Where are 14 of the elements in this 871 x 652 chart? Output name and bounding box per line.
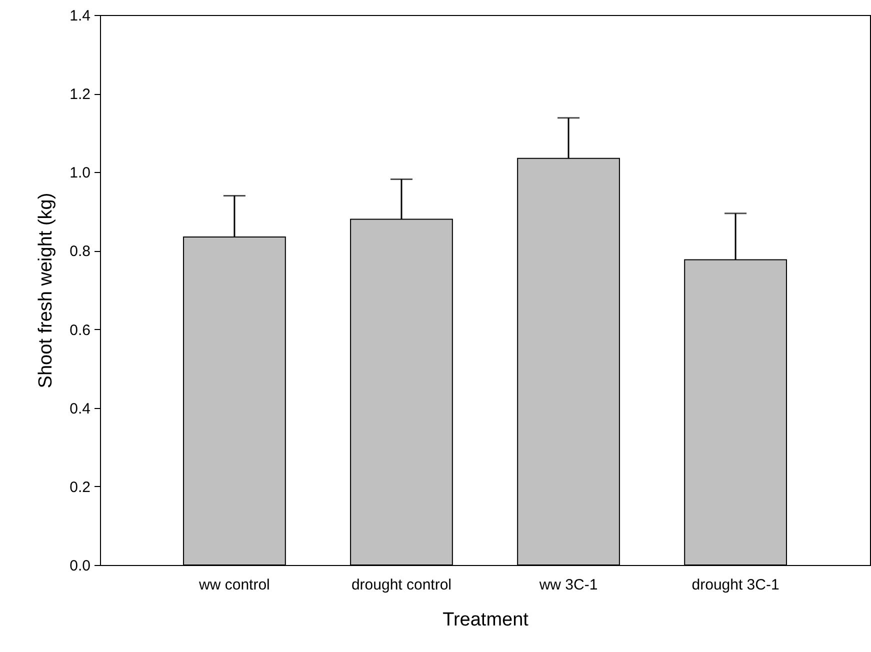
y-tick-label: 1.0 bbox=[70, 164, 90, 182]
x-axis-title: Treatment bbox=[442, 610, 530, 630]
x-tick-label: ww 3C-1 bbox=[538, 576, 598, 594]
x-tick-label: drought control bbox=[351, 576, 452, 594]
y-tick-label: 1.2 bbox=[70, 86, 90, 104]
y-tick-label: 1.4 bbox=[70, 8, 90, 24]
y-axis-title: Shoot fresh weight (kg) bbox=[36, 192, 57, 388]
x-tick-label: drought 3C-1 bbox=[692, 576, 780, 594]
y-tick-label: 0.0 bbox=[70, 558, 90, 574]
y-tick-label: 0.8 bbox=[70, 243, 90, 260]
y-tick-label: 0.6 bbox=[70, 322, 90, 339]
y-tick-label: 0.2 bbox=[70, 478, 90, 496]
y-tick-label: 0.4 bbox=[70, 400, 90, 418]
x-tick-label: ww control bbox=[198, 576, 270, 594]
